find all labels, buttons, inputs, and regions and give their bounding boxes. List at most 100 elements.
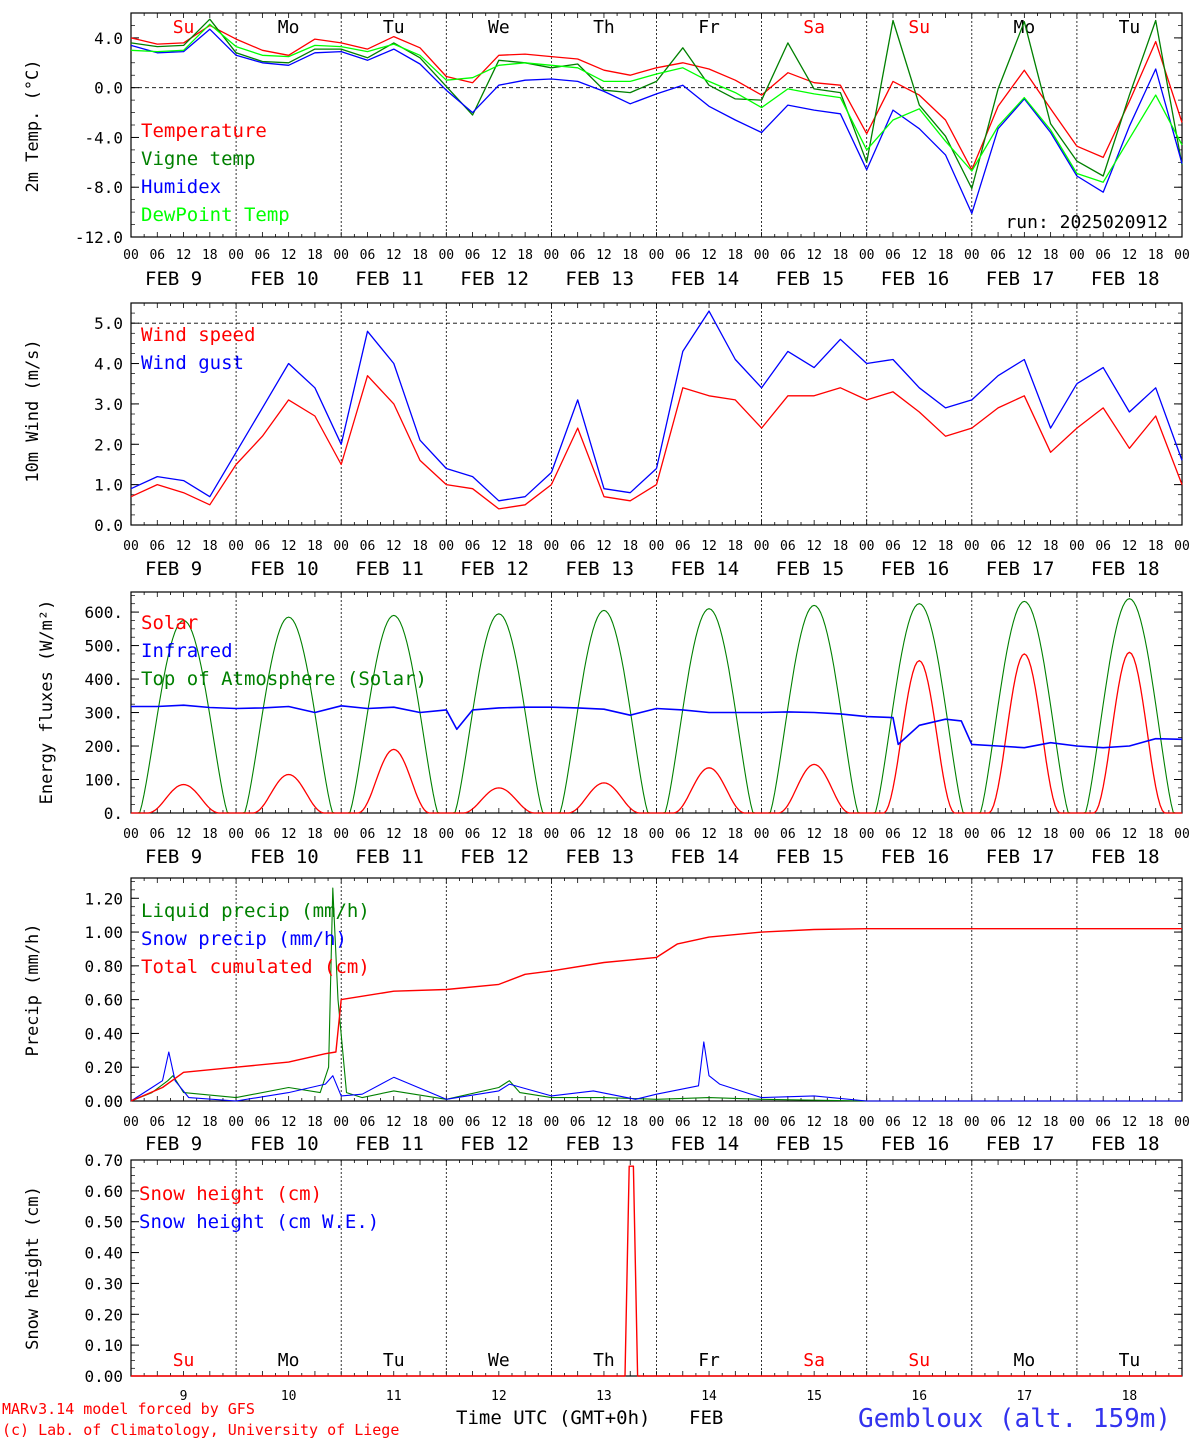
- hour-tick-label: 18: [517, 827, 533, 842]
- y-tick-label: 500.: [84, 637, 123, 656]
- hour-tick-label: 12: [1017, 248, 1033, 263]
- hour-tick-label: 00: [964, 827, 980, 842]
- hour-tick-label: 00: [754, 539, 770, 554]
- hour-tick-label: 18: [307, 827, 323, 842]
- hour-tick-label: 06: [780, 248, 796, 263]
- day-number-label: 12: [491, 1389, 507, 1404]
- hour-tick-label: 06: [885, 827, 901, 842]
- hour-tick-label: 12: [386, 827, 402, 842]
- weekday-label: Sa: [803, 1350, 825, 1371]
- hour-tick-label: 06: [360, 1115, 376, 1130]
- weekday-label: Mo: [278, 1350, 300, 1371]
- y-tick-label: 1.20: [84, 889, 123, 908]
- y-axis-label: Snow height (cm): [23, 1186, 43, 1350]
- hour-tick-label: 06: [149, 248, 165, 263]
- hour-tick-label: 12: [1122, 539, 1138, 554]
- hour-tick-label: 12: [386, 1115, 402, 1130]
- legend-entry: Solar: [141, 612, 198, 634]
- weekday-label: Sa: [803, 17, 825, 38]
- day-number-label: 15: [806, 1389, 822, 1404]
- hour-tick-label: 00: [333, 248, 349, 263]
- hour-tick-label: 12: [491, 1115, 507, 1130]
- hour-tick-label: 00: [438, 827, 454, 842]
- hour-tick-label: 00: [859, 827, 875, 842]
- y-tick-label: 0.30: [84, 1274, 123, 1293]
- hour-tick-label: 18: [307, 248, 323, 263]
- hour-tick-label: 06: [1095, 1115, 1111, 1130]
- date-label: FEB 14: [671, 1133, 740, 1155]
- hour-tick-label: 00: [228, 539, 244, 554]
- hour-tick-label: 06: [465, 248, 481, 263]
- y-tick-label: 0.: [104, 804, 123, 823]
- weekday-label: Fr: [698, 1350, 720, 1371]
- y-tick-label: 2.0: [94, 435, 123, 454]
- liquid-precip-line: [130, 887, 1182, 1102]
- hour-tick-label: 12: [1122, 1115, 1138, 1130]
- date-label: FEB 11: [355, 1133, 424, 1155]
- hour-tick-label: 18: [517, 248, 533, 263]
- hour-tick-label: 00: [1069, 539, 1085, 554]
- hour-tick-label: 06: [1095, 539, 1111, 554]
- hour-tick-label: 00: [123, 248, 139, 263]
- weekday-label: Su: [173, 17, 195, 38]
- hour-tick-label: 12: [806, 248, 822, 263]
- hour-tick-label: 12: [701, 248, 717, 263]
- day-number-label: 13: [596, 1389, 612, 1404]
- hour-tick-label: 06: [149, 827, 165, 842]
- hour-tick-label: 06: [465, 1115, 481, 1130]
- y-axis-label: Energy fluxes (W/m²): [37, 600, 57, 805]
- hour-tick-label: 06: [255, 827, 271, 842]
- hour-tick-label: 06: [149, 1115, 165, 1130]
- hour-tick-label: 06: [255, 539, 271, 554]
- y-tick-label: 0.00: [84, 1367, 123, 1386]
- y-tick-label: 0.50: [84, 1213, 123, 1232]
- y-tick-label: 0.0: [94, 516, 123, 535]
- hour-tick-label: 00: [1174, 1115, 1190, 1130]
- hour-tick-label: 18: [833, 1115, 849, 1130]
- date-label: FEB 15: [776, 268, 845, 290]
- hour-tick-label: 00: [333, 827, 349, 842]
- hour-tick-label: 18: [938, 827, 954, 842]
- series-line-light_green: [130, 23, 1183, 183]
- hour-tick-label: 06: [780, 1115, 796, 1130]
- hour-tick-label: 12: [806, 827, 822, 842]
- legend-entry: DewPoint Temp: [141, 204, 290, 226]
- hour-tick-label: 06: [255, 248, 271, 263]
- snow-precip-line: [130, 1041, 1182, 1102]
- hour-tick-label: 00: [438, 1115, 454, 1130]
- hour-tick-label: 06: [675, 1115, 691, 1130]
- hour-tick-label: 00: [1069, 248, 1085, 263]
- panel-4: 1.20 1.00 0.80 0.60 0.40 0.20 0.00 Precip (mm/h…: [23, 877, 1190, 1155]
- hour-tick-label: 06: [570, 1115, 586, 1130]
- y-tick-label: 4.0: [94, 355, 123, 374]
- date-label: FEB 14: [671, 268, 740, 290]
- date-label: FEB 15: [776, 846, 845, 868]
- hour-tick-label: 18: [307, 1115, 323, 1130]
- hour-tick-label: 12: [491, 539, 507, 554]
- weekday-label: Su: [173, 1350, 195, 1371]
- hour-tick-label: 00: [859, 539, 875, 554]
- hour-tick-label: 06: [465, 539, 481, 554]
- station-label: Gembloux (alt. 159m): [858, 1404, 1171, 1434]
- date-label: FEB 12: [460, 268, 529, 290]
- date-label: FEB 13: [565, 558, 634, 580]
- date-label: FEB 9: [145, 558, 202, 580]
- hour-tick-label: 12: [1122, 827, 1138, 842]
- hour-tick-label: 00: [228, 1115, 244, 1130]
- y-tick-label: 0.20: [84, 1058, 123, 1077]
- hour-tick-label: 00: [438, 248, 454, 263]
- hour-tick-label: 18: [517, 539, 533, 554]
- legend-entry: Wind speed: [141, 324, 255, 346]
- y-tick-label: 0.70: [84, 1151, 123, 1170]
- total-cumulated-line: [130, 928, 1182, 1102]
- y-tick-label: 300.: [84, 704, 123, 723]
- hour-tick-label: 18: [727, 827, 743, 842]
- y-tick-label: 0.20: [84, 1305, 123, 1324]
- credit-line-2: (c) Lab. of Climatology, University of L…: [2, 1421, 399, 1439]
- date-label: FEB 10: [250, 846, 319, 868]
- date-label: FEB 17: [986, 846, 1055, 868]
- x-axis-title: Time UTC (GMT+0h): [456, 1407, 650, 1429]
- weekday-label: Mo: [1014, 17, 1036, 38]
- hour-tick-label: 12: [491, 827, 507, 842]
- legend-entry: Total cumulated (cm): [141, 956, 370, 978]
